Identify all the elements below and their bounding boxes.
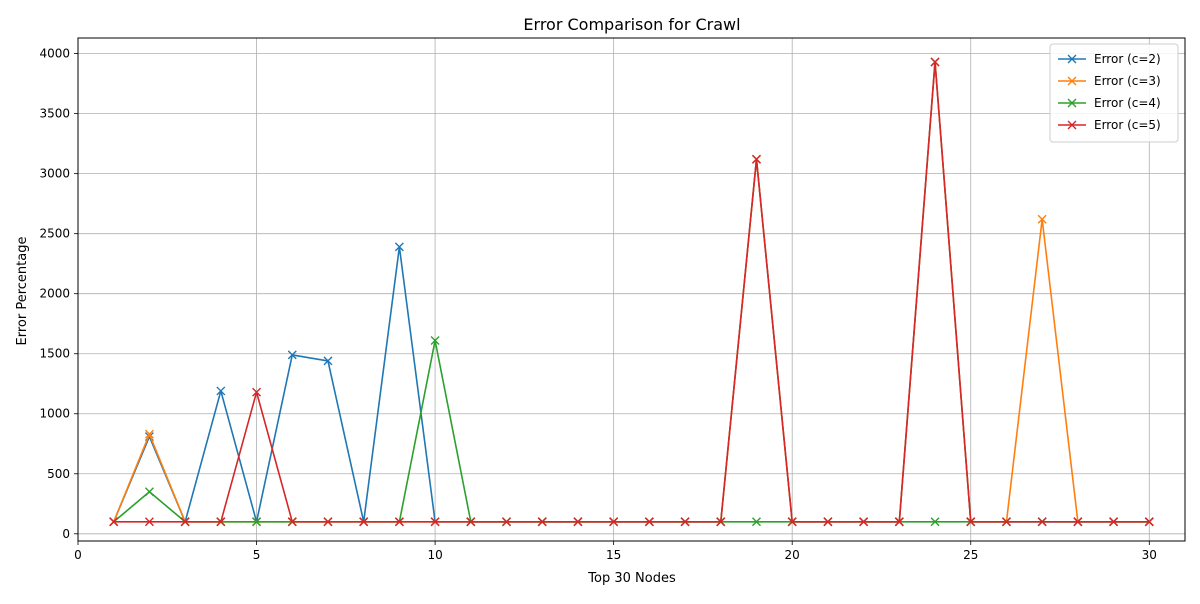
series-3 [109, 336, 1154, 527]
series-lines [109, 57, 1154, 527]
data-point-marker [466, 517, 476, 527]
legend-item: Error (c=4) [1058, 96, 1161, 110]
y-tick-label: 2000 [39, 287, 70, 301]
data-point-marker [1073, 517, 1083, 527]
data-point-marker [216, 386, 226, 396]
legend-label: Error (c=5) [1094, 118, 1161, 132]
data-point-marker [751, 154, 761, 164]
data-point-marker [787, 517, 797, 527]
series-1 [109, 57, 1154, 527]
data-point-marker [966, 517, 976, 527]
data-point-marker [930, 517, 940, 527]
legend-marker [1067, 120, 1077, 130]
legend-marker [1067, 54, 1077, 64]
plot-area-frame [77, 37, 1186, 542]
legend-label: Error (c=4) [1094, 96, 1161, 110]
y-tick-label: 0 [62, 527, 70, 541]
y-tick-label: 4000 [39, 47, 70, 61]
data-point-marker [894, 517, 904, 527]
series-line [113, 339, 1150, 523]
y-axis-label: Error Percentage [15, 237, 30, 346]
series-line [112, 61, 1150, 523]
data-point-marker [359, 517, 369, 527]
x-tick-label: 10 [427, 548, 442, 562]
x-tick-label: 0 [74, 548, 82, 562]
data-point-marker [144, 429, 154, 439]
x-tick-label: 20 [785, 548, 800, 562]
data-point-marker [109, 517, 119, 527]
legend-label: Error (c=2) [1094, 52, 1161, 66]
series-4 [109, 57, 1154, 527]
legend: Error (c=2) Error (c=3) Error (c=4) Error (… [1049, 43, 1179, 143]
data-point-marker [644, 517, 654, 527]
y-tick-label: 1500 [39, 347, 70, 361]
data-point-marker [823, 517, 833, 527]
y-tick-label: 500 [47, 467, 70, 481]
data-point-marker [252, 517, 262, 527]
data-point-marker [1001, 517, 1011, 527]
data-point-marker [751, 517, 761, 527]
data-point-marker [252, 387, 262, 397]
series-line [112, 61, 1150, 523]
y-tick-label: 3500 [39, 107, 70, 121]
x-tick-label: 30 [1142, 548, 1157, 562]
data-point-marker [716, 517, 726, 527]
legend-box [1049, 43, 1179, 143]
data-point-marker [1144, 517, 1154, 527]
data-point-marker [216, 517, 226, 527]
legend-marker [1067, 98, 1077, 108]
chart-title: Error Comparison for Crawl [523, 15, 740, 34]
data-point-marker [394, 517, 404, 527]
data-point-marker [430, 517, 440, 527]
x-tick-label: 5 [253, 548, 261, 562]
legend-marker [1067, 76, 1077, 86]
data-point-marker [287, 350, 297, 360]
legend-item: Error (c=5) [1058, 118, 1161, 132]
y-tick-label: 3000 [39, 167, 70, 181]
data-point-marker [680, 517, 690, 527]
y-tick-label: 1000 [39, 407, 70, 421]
data-point-marker [1037, 214, 1047, 224]
data-point-marker [180, 517, 190, 527]
data-point-marker [394, 242, 404, 252]
legend-item: Error (c=3) [1058, 74, 1161, 88]
legend-label: Error (c=3) [1094, 74, 1161, 88]
data-point-marker [1109, 517, 1119, 527]
y-tick-label: 2500 [39, 227, 70, 241]
data-point-marker [1037, 517, 1047, 527]
axis-ticks: 0 5 10 15 20 25 30 0 500 1000 1500 2000 2500 3000 3500… [39, 47, 1156, 562]
data-point-marker [573, 517, 583, 527]
x-tick-label: 15 [606, 548, 621, 562]
data-point-marker [609, 517, 619, 527]
x-axis-label: Top 30 Nodes [587, 571, 676, 586]
data-point-marker [144, 487, 154, 497]
series-line [113, 61, 1150, 523]
data-point-marker [323, 517, 333, 527]
data-point-marker [537, 517, 547, 527]
data-point-marker [287, 517, 297, 527]
data-point-marker [859, 517, 869, 527]
series-2 [109, 57, 1154, 527]
data-point-marker [930, 57, 940, 67]
data-point-marker [502, 517, 512, 527]
legend-item: Error (c=2) [1058, 52, 1161, 66]
x-tick-label: 25 [963, 548, 978, 562]
grid-lines [77, 38, 1185, 541]
data-point-marker [430, 336, 440, 346]
data-point-marker [144, 517, 154, 527]
data-point-marker [323, 356, 333, 366]
